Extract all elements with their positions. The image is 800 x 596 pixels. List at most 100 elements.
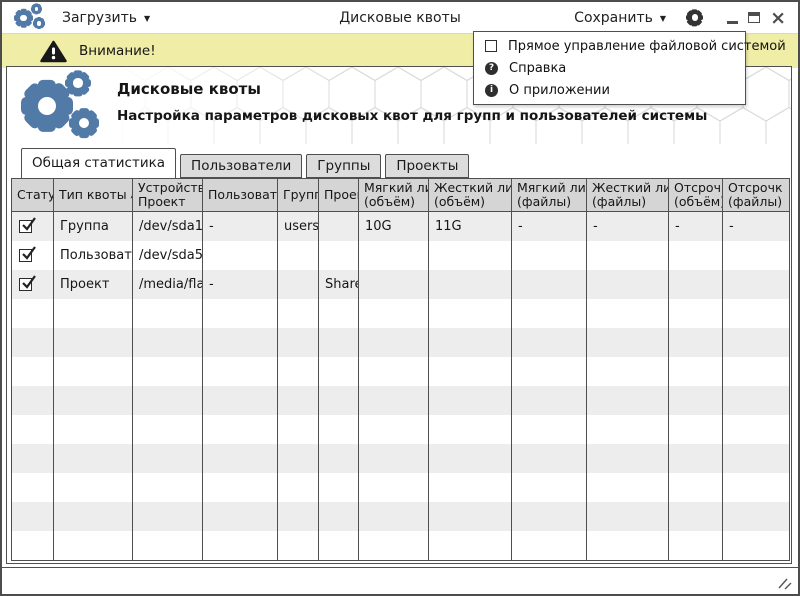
column-header-text: Мягкий лим bbox=[517, 180, 586, 195]
table-cell bbox=[512, 357, 587, 386]
gear-icon bbox=[14, 8, 33, 28]
status-cell bbox=[12, 502, 54, 531]
table-cell bbox=[587, 357, 669, 386]
table-cell bbox=[512, 328, 587, 357]
column-header-label: Пользовате. bbox=[208, 188, 277, 202]
table-cell bbox=[669, 299, 723, 328]
table-cell bbox=[429, 415, 512, 444]
column-header-9[interactable]: Жесткий лим(файлы) bbox=[587, 179, 669, 211]
tab-projects[interactable]: Проекты bbox=[385, 154, 470, 178]
table-cell bbox=[512, 473, 587, 502]
status-bar bbox=[2, 567, 798, 594]
table-cell bbox=[203, 328, 278, 357]
column-header-1[interactable]: Тип квоты ▲ bbox=[54, 179, 133, 211]
status-cell bbox=[12, 241, 54, 270]
gear-icon bbox=[686, 8, 704, 26]
table-row[interactable]: Проект/media/flas- Share1 bbox=[12, 270, 789, 299]
table-cell bbox=[723, 328, 789, 357]
menu-item-help[interactable]: ? Справка bbox=[474, 57, 745, 79]
status-cell bbox=[12, 357, 54, 386]
minimize-button[interactable] bbox=[727, 10, 739, 26]
tab-general-statistics[interactable]: Общая статистика bbox=[21, 148, 177, 178]
status-cell bbox=[12, 328, 54, 357]
column-header-text: Стату bbox=[17, 187, 54, 202]
column-header-3[interactable]: Пользовате. bbox=[203, 179, 278, 211]
table-row[interactable]: Пользовате./dev/sda5 bbox=[12, 241, 789, 270]
table-cell: - bbox=[203, 270, 278, 299]
column-header-8[interactable]: Мягкий лим(файлы) bbox=[512, 179, 587, 211]
table-row-empty bbox=[12, 444, 789, 473]
table-cell bbox=[54, 473, 133, 502]
column-header-text: Тип квоты bbox=[59, 187, 127, 202]
titlebar: Загрузить ▼ Дисковые квоты Сохранить ▼ × bbox=[2, 2, 798, 33]
status-cell bbox=[12, 531, 54, 560]
column-header-text: Мягкий лим bbox=[364, 180, 428, 195]
load-button[interactable]: Загрузить ▼ bbox=[62, 10, 150, 26]
table-row-empty bbox=[12, 357, 789, 386]
window-controls: × bbox=[727, 6, 786, 29]
gear-icon bbox=[21, 79, 73, 132]
table-cell bbox=[203, 502, 278, 531]
table-cell bbox=[133, 502, 203, 531]
status-cell bbox=[12, 212, 54, 241]
chevron-down-icon: ▼ bbox=[659, 13, 667, 23]
column-header-text: Устройство bbox=[138, 180, 202, 195]
column-header-text: Проек bbox=[324, 187, 358, 202]
table-cell bbox=[203, 473, 278, 502]
table-cell bbox=[54, 386, 133, 415]
menu-item-direct-fs-management[interactable]: Прямое управление файловой системой bbox=[474, 35, 786, 57]
gear-icon bbox=[31, 3, 42, 15]
table-cell bbox=[359, 357, 429, 386]
row-checkbox[interactable] bbox=[19, 275, 36, 291]
tab-users[interactable]: Пользователи bbox=[180, 154, 303, 178]
table-cell bbox=[429, 386, 512, 415]
column-header-text-line2: Проект bbox=[138, 194, 186, 209]
table-cell: - bbox=[203, 212, 278, 241]
table-cell: Share1 bbox=[319, 270, 359, 299]
table-cell bbox=[203, 299, 278, 328]
table-cell bbox=[512, 444, 587, 473]
menu-item-about[interactable]: i О приложении bbox=[474, 79, 745, 101]
table-cell: Проект bbox=[54, 270, 133, 299]
resize-grip[interactable] bbox=[777, 577, 792, 590]
save-button[interactable]: Сохранить ▼ bbox=[574, 10, 666, 26]
table-cell bbox=[429, 299, 512, 328]
table-row-empty bbox=[12, 299, 789, 328]
table-cell bbox=[319, 386, 359, 415]
row-checkbox[interactable] bbox=[19, 246, 36, 262]
column-header-2[interactable]: УстройствоПроект bbox=[133, 179, 203, 211]
column-header-5[interactable]: Проек bbox=[319, 179, 359, 211]
table-row[interactable]: Группа/dev/sda1- users 10G 11G - - - - bbox=[12, 212, 789, 241]
table-cell bbox=[723, 241, 789, 270]
table-cell bbox=[587, 444, 669, 473]
table-cell bbox=[133, 357, 203, 386]
table-cell bbox=[133, 531, 203, 560]
table-cell bbox=[278, 299, 319, 328]
column-header-11[interactable]: Отсрочк (файлы) bbox=[723, 179, 789, 211]
menu-item-label: Прямое управление файловой системой bbox=[508, 38, 786, 54]
table-cell bbox=[278, 531, 319, 560]
table-cell: users bbox=[278, 212, 319, 241]
column-header-10[interactable]: Отсрочк(объём) bbox=[669, 179, 723, 211]
table-cell bbox=[512, 502, 587, 531]
titlebar-right-group: Сохранить ▼ × bbox=[574, 6, 786, 29]
warning-triangle-icon bbox=[40, 40, 67, 62]
table-cell bbox=[319, 531, 359, 560]
column-header-6[interactable]: Мягкий лим(объём) bbox=[359, 179, 429, 211]
column-header-7[interactable]: Жесткий лим(объём) bbox=[429, 179, 512, 211]
column-header-text-line2: (файлы) bbox=[517, 194, 572, 209]
table-cell bbox=[429, 444, 512, 473]
maximize-button[interactable] bbox=[748, 10, 761, 26]
column-header-4[interactable]: Групп bbox=[278, 179, 319, 211]
maximize-icon bbox=[748, 12, 761, 23]
column-header-0[interactable]: Стату bbox=[12, 179, 54, 211]
menu-item-label: Справка bbox=[509, 60, 567, 76]
close-button[interactable]: × bbox=[770, 6, 786, 29]
close-icon: × bbox=[770, 6, 786, 29]
table-cell bbox=[278, 415, 319, 444]
table-cell bbox=[278, 386, 319, 415]
row-checkbox[interactable] bbox=[19, 217, 36, 233]
settings-gear-button[interactable] bbox=[686, 8, 704, 26]
table-cell bbox=[429, 241, 512, 270]
tab-groups[interactable]: Группы bbox=[306, 154, 382, 178]
